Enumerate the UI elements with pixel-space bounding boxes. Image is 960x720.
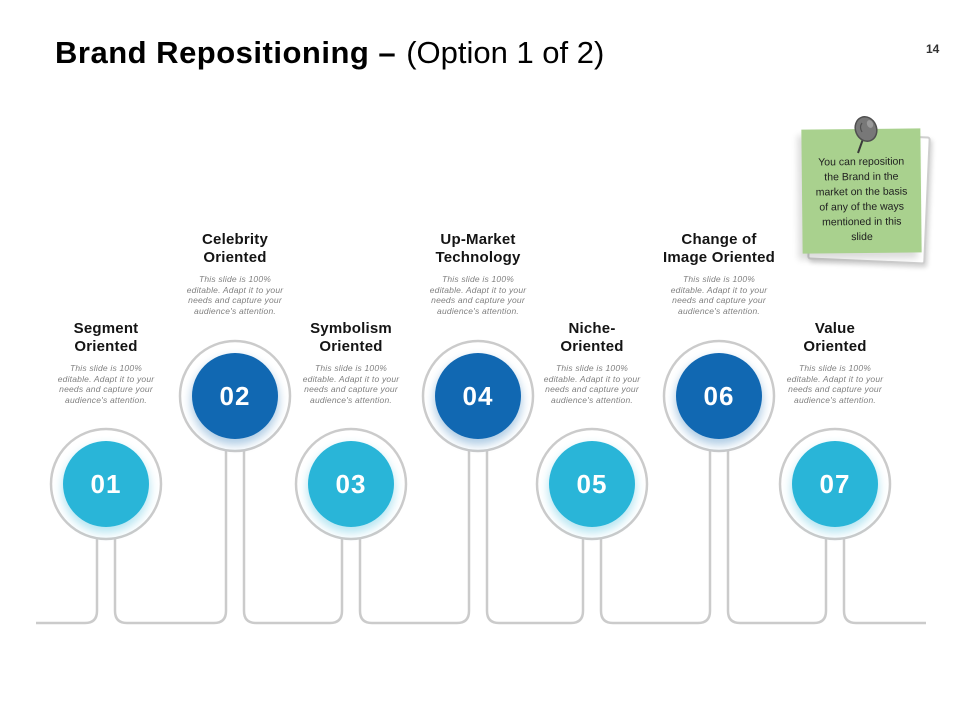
item-title: Change of Image Oriented [663, 231, 775, 266]
step-number-badge: 07 [792, 441, 878, 527]
item-description: This slide is 100% editable. Adapt it to… [57, 363, 155, 405]
step-number-badge: 06 [676, 353, 762, 439]
step-number-badge: 02 [192, 353, 278, 439]
sticky-note-text: You can reposition the Brand in the mark… [815, 155, 908, 244]
item-description: This slide is 100% editable. Adapt it to… [302, 363, 400, 405]
item-title: Up-Market Technology [435, 231, 521, 266]
step-number-badge: 01 [63, 441, 149, 527]
timeline-item: Change of Image Oriented This slide is 1… [644, 0, 794, 720]
item-description: This slide is 100% editable. Adapt it to… [186, 274, 284, 316]
step-number-badge: 05 [549, 441, 635, 527]
item-description: This slide is 100% editable. Adapt it to… [670, 274, 768, 316]
push-pin-icon [854, 116, 878, 154]
timeline-item: Value Oriented This slide is 100% editab… [760, 0, 910, 720]
timeline-item: Symbolism Oriented This slide is 100% ed… [276, 0, 426, 720]
page-title: Brand Repositioning – (Option 1 of 2) [55, 32, 604, 74]
item-title: Value Oriented [803, 320, 867, 355]
timeline-item: Up-Market Technology This slide is 100% … [403, 0, 553, 720]
connector-line [36, 450, 926, 625]
timeline-item: Niche- Oriented This slide is 100% edita… [517, 0, 667, 720]
item-description: This slide is 100% editable. Adapt it to… [429, 274, 527, 316]
item-title: Niche- Oriented [560, 320, 624, 355]
page-number: 14 [926, 42, 940, 56]
step-number-badge: 03 [308, 441, 394, 527]
item-description: This slide is 100% editable. Adapt it to… [543, 363, 641, 405]
item-title: Segment Oriented [73, 320, 139, 355]
item-title: Celebrity Oriented [202, 231, 268, 266]
item-description: This slide is 100% editable. Adapt it to… [786, 363, 884, 405]
timeline-item: Segment Oriented This slide is 100% edit… [31, 0, 181, 720]
page-title-main: Brand Repositioning – [55, 35, 397, 70]
item-title: Symbolism Oriented [310, 320, 392, 355]
step-number-badge: 04 [435, 353, 521, 439]
page-title-suffix: (Option 1 of 2) [406, 35, 605, 70]
timeline-item: Celebrity Oriented This slide is 100% ed… [160, 0, 310, 720]
